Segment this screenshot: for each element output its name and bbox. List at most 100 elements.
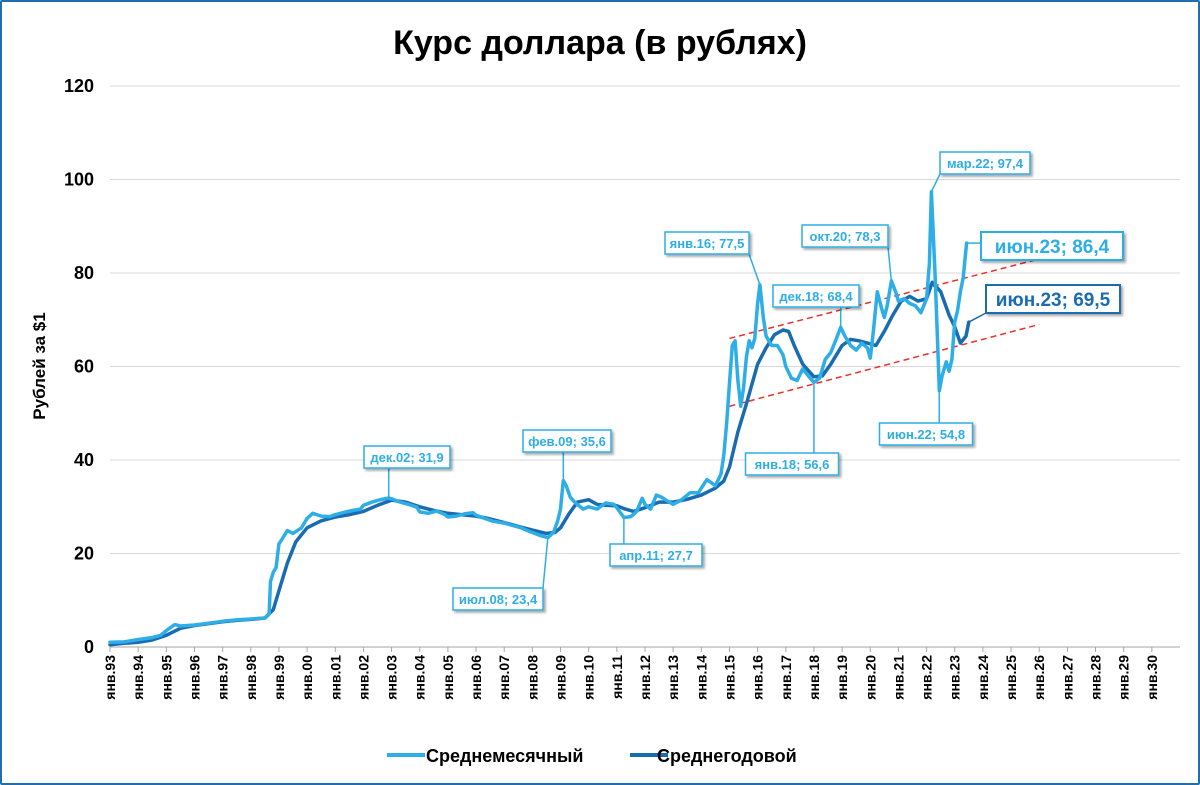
x-tick-label: янв.28 [1088,655,1104,700]
annotation-leader [930,173,941,192]
annotation-label: мар.22; 97,4 [947,156,1024,171]
annotation-leader [542,537,549,589]
legend-label: Среднемесячный [426,746,583,766]
annotation-callout: фев.09; 35,6 [522,429,612,481]
x-tick-label: янв.97 [215,655,231,700]
annotation-label: янв.16; 77,5 [670,236,745,251]
annotation-box [772,284,860,308]
annotation-label: дек.18; 68,4 [779,289,853,304]
annotation-callout: июл.08; 23,4 [452,537,549,611]
annotation-box [980,231,1124,261]
x-tick-label: янв.22 [919,655,935,700]
annotation-label: июн.22; 54,8 [887,427,965,442]
x-tick-label: янв.06 [468,655,484,700]
x-tick-label: янв.17 [778,655,794,700]
annotation-box [664,231,750,255]
y-tick-label: 60 [74,357,94,377]
x-tick-label: янв.16 [750,655,766,700]
series-lines [108,189,971,647]
annotation-callout: янв.16; 77,5 [664,231,761,285]
x-tick-label: янв.01 [327,655,343,700]
x-tick-label: янв.98 [243,655,259,700]
x-tick-label: янв.14 [693,655,709,700]
annotation-callout: окт.20; 78,3 [801,224,893,282]
x-tick-label: янв.19 [834,655,850,700]
annotation-label: янв.18; 56,6 [755,457,830,472]
y-tick-label: 40 [74,450,94,470]
annotation-callout: июн.23; 86,4 [966,231,1124,261]
annotation-callout: дек.18; 68,4 [772,284,860,328]
x-tick-label: янв.07 [496,655,512,700]
x-tick-label: янв.13 [665,655,681,700]
annotation-label: апр.11; 27,7 [619,548,693,563]
annotation-callout: дек.02; 31,9 [363,445,451,498]
x-tick-label: янв.20 [862,655,878,700]
x-tick-label: янв.96 [186,655,202,700]
x-tick-label: янв.12 [637,655,653,700]
annotation-box [452,587,544,611]
x-tick-label: янв.23 [947,655,963,700]
annotation-box [744,452,840,476]
annotation-callout: июн.23; 69,5 [968,284,1121,323]
x-tick-label: янв.27 [1059,655,1075,700]
x-tick-label: янв.15 [721,655,737,700]
annotation-leader [748,253,761,285]
trend-channel-lower [729,323,1040,407]
annotations: дек.02; 31,9 июл.08; 23,4 фев.09; 35,6 апр.… [363,151,1124,611]
x-tick-label: янв.08 [524,655,540,700]
annotation-box [878,422,974,446]
y-tick-label: 20 [74,544,94,564]
y-axis-ticks: 0 20 40 60 80 100 120 [64,76,94,657]
series-line-0 [108,189,969,645]
annotation-box [522,429,612,453]
annotation-callout: янв.18; 56,6 [744,382,840,476]
x-tick-label: янв.25 [1003,655,1019,700]
annotation-label: июн.23; 69,5 [996,290,1111,311]
x-tick-label: янв.26 [1031,655,1047,700]
legend: Среднемесячный Среднегодовой [387,746,797,766]
annotation-box [801,224,889,248]
x-tick-label: янв.04 [412,655,428,700]
y-tick-label: 80 [74,263,94,283]
annotation-box [363,445,451,469]
annotation-leader [887,246,893,282]
annotation-box [985,284,1121,314]
annotation-box [939,151,1031,175]
annotation-label: фев.09; 35,6 [528,434,606,449]
annotation-callout: июн.22; 54,8 [878,390,974,446]
annotation-box [609,543,703,567]
x-tick-label: янв.05 [440,655,456,700]
trend-channel [729,258,1040,407]
annotation-label: июн.23; 86,4 [995,237,1110,258]
annotation-callout: апр.11; 27,7 [609,517,703,567]
x-tick-label: янв.18 [806,655,822,700]
x-tick-label: янв.30 [1144,655,1160,700]
x-tick-label: янв.02 [355,655,371,700]
x-tick-label: янв.09 [553,655,569,700]
x-tick-label: янв.00 [299,655,315,700]
y-tick-label: 100 [64,170,94,190]
x-tick-label: янв.03 [384,655,400,700]
x-tick-label: янв.24 [975,655,991,700]
annotation-label: июл.08; 23,4 [459,592,538,607]
x-tick-label: янв.11 [609,655,625,699]
y-axis-label: Рублей за $1 [30,312,49,419]
x-tick-label: янв.99 [271,655,287,700]
x-tick-label: янв.21 [890,655,906,700]
gridlines [110,85,1180,554]
x-tick-label: янв.94 [130,655,146,700]
annotation-label: дек.02; 31,9 [370,450,443,465]
x-tick-label: янв.10 [581,655,597,700]
chart-title: Курс доллара (в рублях) [393,24,807,62]
annotation-label: окт.20; 78,3 [810,229,881,244]
y-tick-label: 0 [84,637,94,657]
y-tick-label: 120 [64,76,94,96]
annotation-callout: мар.22; 97,4 [930,151,1031,192]
legend-label: Среднегодовой [657,746,797,766]
x-tick-label: янв.93 [102,655,118,700]
x-tick-label: янв.29 [1116,655,1132,700]
annotation-leader [968,312,987,323]
x-axis-ticks: янв.93 янв.94 янв.95 янв.96 янв.97 янв.98 янв.… [102,647,1160,700]
